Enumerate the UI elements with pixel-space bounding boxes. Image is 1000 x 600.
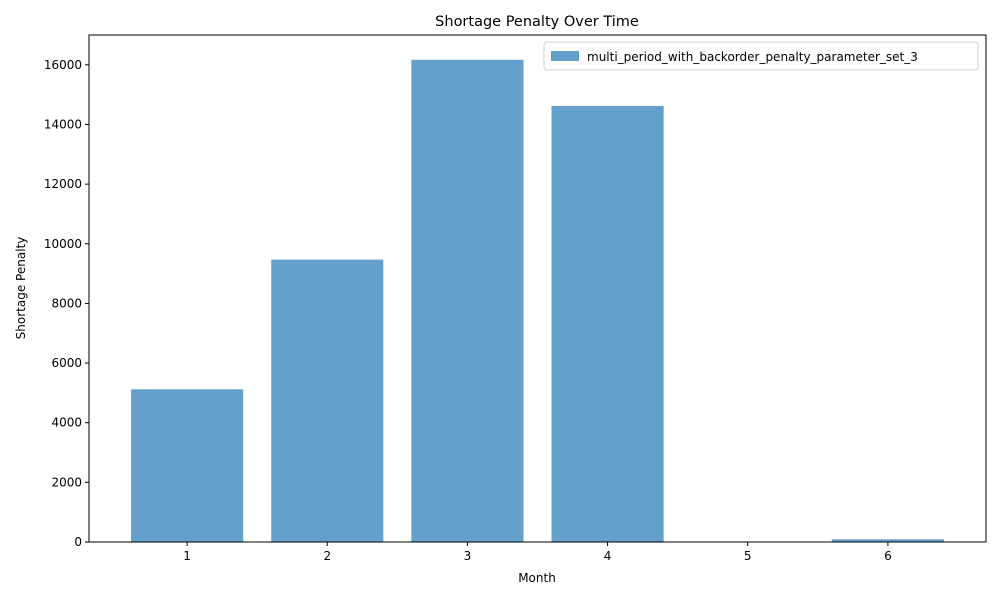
x-tick-label-3: 3 [464, 549, 472, 563]
x-axis-label: Month [518, 571, 556, 585]
x-tick-label-5: 5 [744, 549, 752, 563]
y-tick-label-6000: 6000 [51, 356, 82, 370]
y-tick-label-8000: 8000 [51, 296, 82, 310]
bar-month-1 [131, 389, 244, 542]
y-tick-label-14000: 14000 [44, 117, 82, 131]
y-tick-label-4000: 4000 [51, 416, 82, 430]
bar-month-4 [551, 105, 664, 542]
y-tick-label-0: 0 [74, 535, 82, 549]
axes-layer: 1 2 3 4 5 6 0 2000 4000 6000 8000 10000 12000 14000 16… [44, 34, 987, 563]
legend-frame [543, 41, 979, 71]
bar-month-3 [411, 59, 524, 542]
bar-month-2 [271, 259, 384, 542]
legend-label: multi_period_with_backorder_penalty_para… [587, 50, 918, 64]
x-tick-label-4: 4 [604, 549, 612, 563]
plot-frame [88, 34, 987, 543]
y-axis-label: Shortage Penalty [14, 237, 28, 340]
x-tick-label-6: 6 [884, 549, 892, 563]
x-tick-label-2: 2 [323, 549, 331, 563]
legend: multi_period_with_backorder_penalty_para… [543, 41, 979, 71]
legend-swatch [551, 51, 579, 61]
x-tick-label-1: 1 [183, 549, 191, 563]
y-tick-label-16000: 16000 [44, 58, 82, 72]
y-tick-label-2000: 2000 [51, 475, 82, 489]
bar-month-6 [831, 539, 944, 542]
y-tick-label-10000: 10000 [44, 237, 82, 251]
bars-layer [131, 59, 944, 542]
y-tick-label-12000: 12000 [44, 177, 82, 191]
chart-title: Shortage Penalty Over Time [435, 14, 639, 30]
